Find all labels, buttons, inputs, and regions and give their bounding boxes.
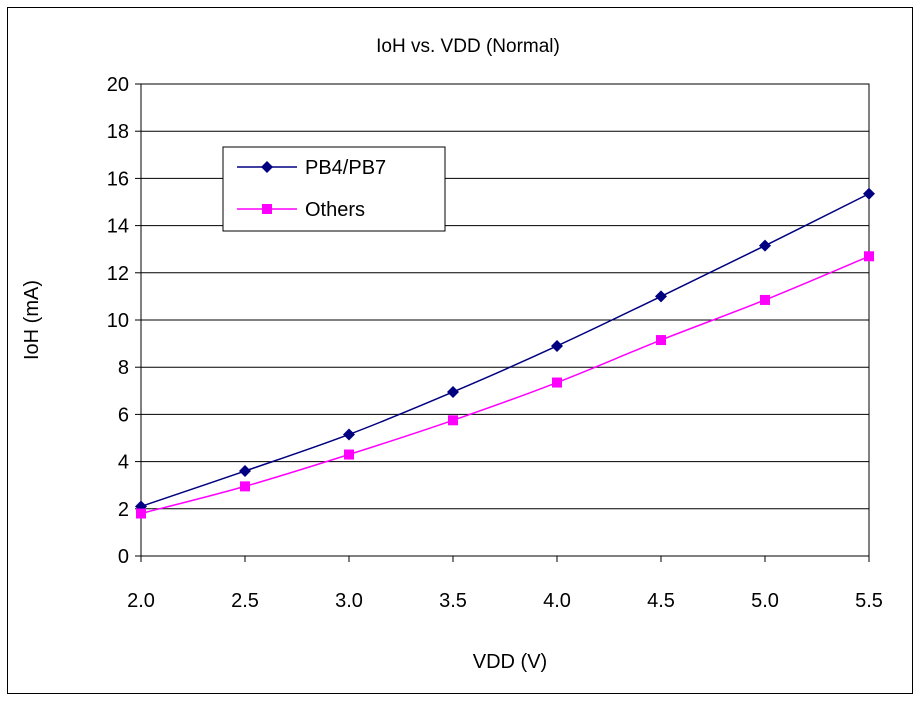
data-point-pb4-pb7 [759,239,771,252]
data-point-pb4-pb7 [863,187,875,200]
y-tick-label: 18 [107,121,129,143]
data-point-pb4-pb7 [239,465,251,478]
data-point-pb4-pb7 [343,428,355,441]
y-tick-label: 14 [107,216,129,238]
x-tick-label: 5.0 [751,590,779,612]
chart-frame [7,7,913,694]
data-point-pb4-pb7 [551,339,563,352]
x-tick-label: 5.5 [855,590,883,612]
x-tick-label: 2.5 [231,590,259,612]
data-point-others [344,449,354,460]
x-tick-label: 4.0 [543,590,571,612]
y-tick-label: 0 [118,546,129,568]
y-tick-label: 20 [107,74,129,96]
series-layer [135,187,875,519]
data-point-others [656,335,666,346]
y-axis-label: IoH (mA) [21,280,43,360]
x-tick-label: 3.0 [335,590,363,612]
y-tick-label: 2 [118,499,129,521]
y-tick-label: 10 [107,310,129,332]
x-tick-label: 4.5 [647,590,675,612]
legend-box [222,146,446,232]
data-point-others [864,251,874,262]
data-point-others [136,508,146,519]
legend-marker-others [262,204,272,214]
legend-label-pb4-pb7: PB4/PB7 [305,157,386,179]
legend-marker-pb4-pb7 [261,161,273,173]
data-point-pb4-pb7 [447,385,459,398]
legend: PB4/PB7 Others [222,146,446,232]
data-point-others [240,481,250,492]
y-tick-label: 8 [118,357,129,379]
x-axis-ticks: 2.0 2.5 3.0 3.5 4.0 4.5 5.0 5.5 [127,556,883,612]
x-tick-label: 3.5 [439,590,467,612]
x-axis-label: VDD (V) [473,651,547,673]
y-tick-label: 6 [118,404,129,426]
y-tick-label: 4 [118,452,129,474]
chart-title: IoH vs. VDD (Normal) [376,36,560,57]
legend-label-others: Others [305,199,365,221]
data-point-pb4-pb7 [655,290,667,303]
series-line-others [140,255,870,515]
x-tick-label: 2.0 [127,590,155,612]
data-point-others [448,415,458,426]
data-point-others [760,294,770,305]
data-point-others [552,377,562,388]
y-tick-label: 16 [107,168,129,190]
y-tick-label: 12 [107,263,129,285]
series-line-pb4-pb7 [140,193,870,508]
gridlines [141,130,869,510]
y-axis-ticks: 0 2 4 6 8 10 12 14 16 18 20 [107,74,141,568]
